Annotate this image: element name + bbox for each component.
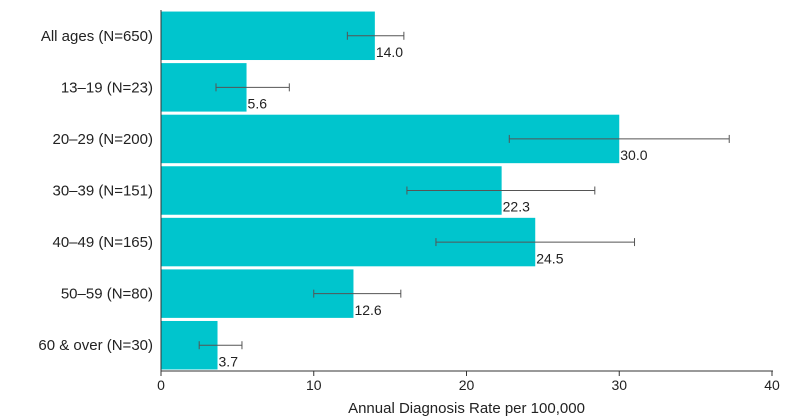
bar: [161, 11, 375, 61]
category-labels-group: All ages (N=650) 13–19 (N=23) 20–29 (N=200…: [38, 28, 153, 354]
category-label: 20–29 (N=200): [53, 131, 154, 148]
category-label: 40–49 (N=165): [53, 234, 154, 251]
error-bar: [198, 341, 243, 350]
value-label: 5.6: [248, 96, 268, 112]
value-label: 24.5: [536, 250, 563, 266]
x-tick-label: 0: [157, 377, 165, 393]
x-axis-title: Annual Diagnosis Rate per 100,000: [348, 400, 585, 417]
category-label: 13–19 (N=23): [61, 79, 153, 96]
error-bar: [346, 31, 405, 40]
category-label: All ages (N=650): [41, 28, 153, 45]
category-label: 50–59 (N=80): [61, 286, 153, 303]
category-label: 60 & over (N=30): [38, 337, 153, 354]
error-bar: [435, 238, 636, 247]
error-bar: [406, 186, 596, 195]
x-tick-label: 40: [764, 377, 780, 393]
value-label: 12.6: [354, 302, 381, 318]
category-label: 30–39 (N=151): [53, 183, 154, 200]
value-labels-group: 14.0 5.6 30.0 22.3 24.5 12.6 3.7: [219, 44, 648, 369]
x-tick-label: 20: [459, 377, 475, 393]
error-bar: [508, 134, 730, 143]
value-label: 22.3: [503, 199, 530, 215]
error-bar: [215, 83, 290, 92]
x-tick-label: 30: [611, 377, 627, 393]
x-axis-ticks-group: 0 10 20 30 40: [157, 371, 780, 393]
value-label: 3.7: [219, 353, 239, 369]
x-tick-label: 10: [306, 377, 322, 393]
error-bars-group: [198, 31, 730, 350]
error-bar: [313, 289, 402, 298]
value-label: 30.0: [620, 147, 647, 163]
value-label: 14.0: [376, 44, 403, 60]
